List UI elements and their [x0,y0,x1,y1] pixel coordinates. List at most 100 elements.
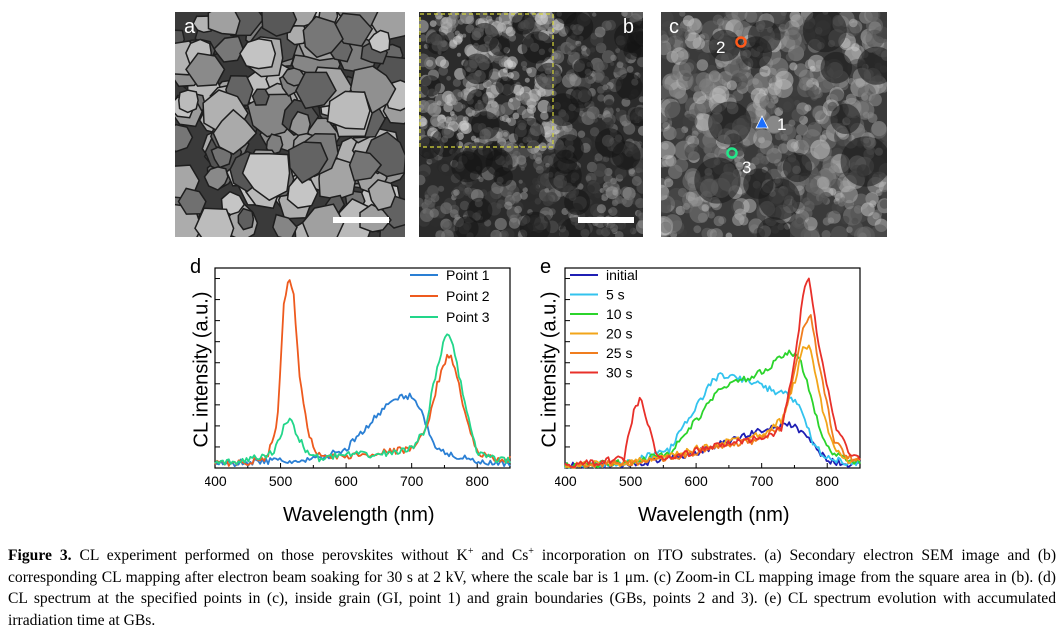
cl-speckle [540,111,549,120]
cl-speckle [594,153,603,162]
cl-speckle [597,86,605,94]
cl-speckle [811,105,827,120]
cl-speckle [779,19,790,30]
cl-speckle [849,18,858,28]
point-1-marker [755,115,769,129]
cl-speckle [508,217,521,229]
cl-speckle [787,27,801,40]
cl-speckle [507,72,514,79]
cl-speckle [870,122,887,139]
cl-speckle [499,130,510,141]
x-tick-label: 800 [816,473,840,489]
grain [272,213,298,237]
dark-grain [470,22,500,53]
cl-speckle [661,221,672,234]
caption-sup-2: + [528,545,534,557]
point-2-marker [735,36,747,48]
grain [212,108,258,156]
cl-speckle [486,15,493,22]
dark-grain [820,51,853,84]
cl-speckle [637,125,643,136]
cl-speckle [453,189,460,196]
cl-speckle [453,35,463,45]
grain [295,71,337,110]
zoom-area-box [419,13,554,148]
legend-label: Point 2 [446,288,490,304]
cl-speckle [675,28,689,41]
legend-label: 5 s [606,287,625,303]
cl-speckle [424,194,429,199]
cl-speckle [661,30,668,42]
cl-speckle [661,12,674,27]
cl-speckle [460,122,473,134]
cl-speckle [696,59,709,71]
cl-zoom-panel-c: 2 1 3 c [661,12,887,237]
cl-speckle [790,14,804,28]
dark-grain [708,29,741,62]
cl-speckle [597,94,605,102]
cl-speckle [754,153,766,164]
cl-speckle [785,52,795,62]
cl-speckle [550,50,565,64]
cl-speckle [527,67,538,78]
dark-grain [495,76,515,96]
cl-speckle [622,12,633,19]
cl-speckle [636,208,643,221]
caption-label: Figure 3. [8,547,72,564]
cl-speckle [442,220,450,228]
dark-grain [614,22,643,53]
cl-speckle [435,12,443,20]
cl-speckle [635,220,643,235]
cl-speckle [839,197,847,205]
cl-speckle [688,17,702,31]
cl-speckle [429,20,437,27]
cl-speckle [440,162,454,176]
cl-speckle [830,178,841,189]
cl-speckle [626,65,634,73]
cl-speckle [427,102,442,117]
cl-speckle [846,22,861,37]
cl-speckle [614,195,624,204]
cl-speckle [524,77,530,83]
cl-speckle [881,86,887,93]
chart-e: 400 500 600 700 800 initial 5 s 10 s 20 s 25 s 30 … [555,267,861,489]
dark-grain [802,12,847,53]
cl-speckle [840,215,850,225]
cl-speckle [780,133,788,141]
cl-speckle [419,116,427,127]
cl-speckle [806,132,813,139]
cl-speckle [814,89,823,99]
chart-d-xlabel: Wavelength (nm) [283,504,435,526]
cl-speckle [605,186,619,200]
cl-speckle [661,184,670,201]
cl-speckle [878,181,887,193]
cl-speckle [610,54,617,61]
grain [302,15,344,59]
cl-speckle [593,163,607,177]
cl-speckle [569,73,578,82]
series-line-point-1 [214,392,511,468]
cl-speckle [661,84,674,100]
x-tick-label: 500 [269,473,293,489]
cl-speckle [535,12,548,25]
dark-grain [857,46,887,85]
scale-bar [578,217,634,223]
cl-speckle [592,12,597,17]
cl-speckle [631,176,642,186]
cl-speckle [532,183,540,190]
x-tick-label: 400 [555,473,577,489]
cl-speckle [680,42,687,49]
sem-image-panel-a: a [175,12,405,237]
series-line-point-3 [214,333,511,466]
x-tick-label: 800 [466,473,490,489]
dark-grain [573,58,594,78]
grain [220,190,246,216]
dark-grain [482,141,503,161]
cl-speckle [419,174,425,184]
cl-speckle [419,157,422,163]
cl-speckle [789,62,798,71]
cl-speckle [581,45,587,51]
cl-speckle [426,59,434,67]
cl-speckle [497,22,507,32]
cl-speckle [735,161,744,171]
